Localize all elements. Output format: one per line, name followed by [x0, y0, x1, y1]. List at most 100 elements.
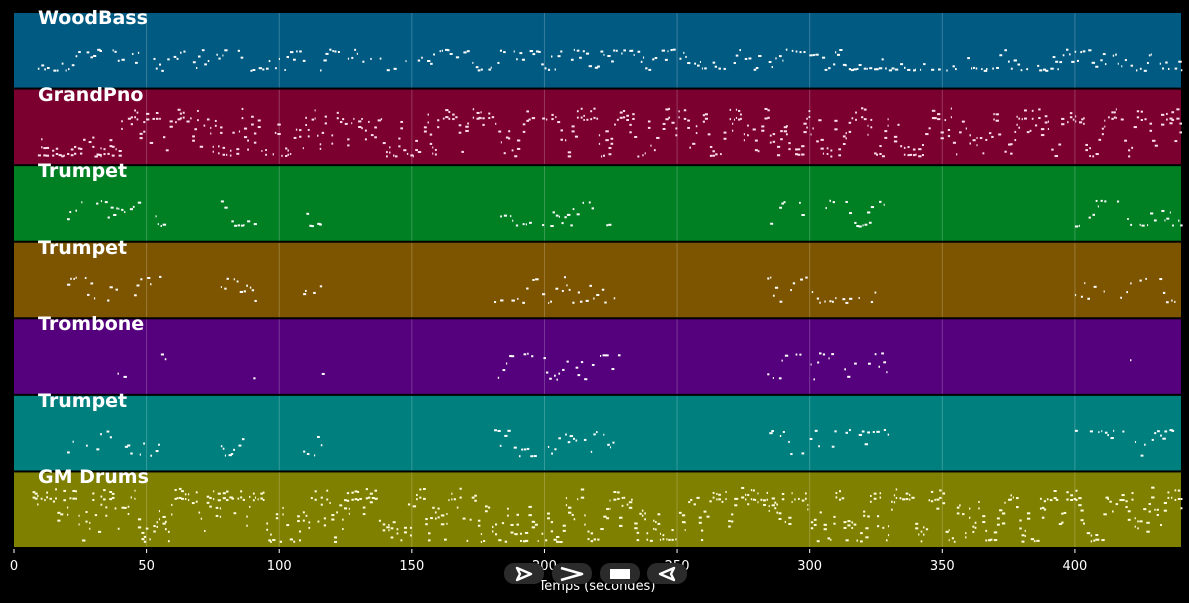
note: [308, 521, 311, 524]
note: [801, 153, 805, 156]
note: [1092, 213, 1096, 216]
note: [567, 151, 572, 154]
note: [861, 430, 865, 433]
note: [195, 66, 198, 69]
note: [272, 153, 275, 156]
note: [809, 437, 813, 440]
note: [772, 140, 776, 143]
note: [668, 538, 671, 541]
note: [75, 497, 77, 500]
note: [257, 498, 259, 501]
note: [1120, 118, 1124, 121]
note: [511, 355, 515, 358]
note: [182, 116, 185, 119]
note: [823, 528, 827, 531]
note: [671, 529, 674, 532]
note: [226, 499, 229, 502]
note: [176, 497, 179, 500]
note-group: [67, 275, 1176, 305]
note: [491, 116, 495, 119]
play-outline-icon: [515, 566, 533, 581]
note: [446, 512, 448, 515]
note: [252, 492, 255, 495]
note: [583, 114, 585, 117]
note: [803, 131, 807, 134]
note: [78, 514, 80, 517]
note: [385, 155, 388, 158]
note: [497, 376, 500, 379]
note: [697, 64, 700, 67]
note: [191, 502, 195, 505]
note: [1136, 116, 1140, 119]
play-button[interactable]: [504, 563, 544, 584]
note: [550, 225, 554, 228]
note: [606, 224, 609, 227]
note: [526, 287, 529, 290]
note: [314, 498, 317, 501]
note: [1067, 121, 1069, 124]
note: [139, 453, 141, 456]
note: [1169, 122, 1173, 125]
note: [359, 497, 362, 500]
note: [526, 119, 530, 122]
note: [792, 282, 796, 285]
note: [601, 288, 605, 291]
note: [367, 496, 371, 499]
note: [437, 126, 440, 129]
note: [1083, 122, 1085, 125]
note: [162, 223, 167, 226]
note: [299, 135, 302, 138]
note: [508, 130, 511, 133]
track-background: [14, 13, 1181, 88]
note: [535, 278, 539, 281]
note: [590, 540, 594, 543]
note: [893, 140, 898, 143]
note: [579, 300, 583, 303]
note: [993, 118, 995, 121]
fast-forward-button[interactable]: [552, 563, 592, 584]
note: [218, 152, 220, 155]
stop-button[interactable]: [600, 563, 640, 584]
note: [687, 119, 690, 122]
note: [743, 139, 745, 142]
note: [965, 127, 967, 130]
note: [57, 511, 61, 514]
note: [314, 490, 317, 493]
note: [551, 113, 554, 116]
note: [788, 142, 791, 145]
note: [754, 499, 757, 502]
note: [494, 301, 497, 304]
note: [1167, 491, 1170, 494]
note: [531, 355, 534, 358]
note: [343, 499, 348, 502]
note: [156, 525, 158, 528]
note: [848, 212, 853, 215]
note: [829, 300, 832, 303]
note: [528, 221, 532, 224]
note: [502, 369, 506, 372]
note: [103, 153, 106, 156]
note: [127, 117, 132, 120]
note: [813, 523, 817, 526]
note: [173, 55, 177, 58]
note: [791, 49, 794, 52]
note: [1075, 120, 1077, 123]
track-name-label: Trombone: [38, 313, 145, 336]
note: [155, 117, 159, 120]
note: [262, 491, 265, 494]
note: [605, 130, 609, 133]
note: [158, 510, 161, 513]
note: [483, 540, 486, 543]
rewind-button[interactable]: [647, 563, 687, 584]
note: [130, 123, 133, 126]
note: [89, 527, 91, 530]
note: [1163, 501, 1167, 504]
note: [302, 519, 305, 522]
note: [105, 514, 108, 517]
note: [1156, 508, 1159, 511]
note: [778, 512, 782, 515]
note: [320, 503, 323, 506]
note: [237, 224, 241, 227]
note: [811, 291, 814, 294]
note: [978, 507, 980, 510]
